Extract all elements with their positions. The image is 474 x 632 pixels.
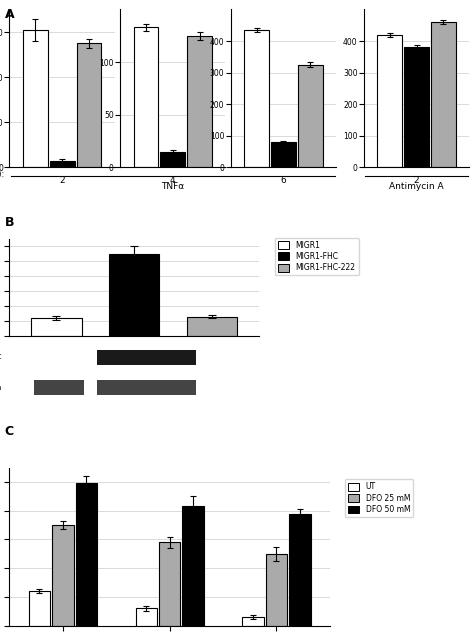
Bar [404,47,429,167]
Text: 2: 2 [414,176,419,185]
Bar [182,506,204,626]
Bar [187,317,237,336]
Text: 2: 2 [59,176,65,185]
Bar [431,22,456,167]
Legend: MIGR1, MIGR1-FHC, MIGR1-FHC-222: MIGR1, MIGR1-FHC, MIGR1-FHC-222 [275,238,359,275]
Bar [50,161,74,167]
Text: Antimycin A: Antimycin A [389,182,444,191]
Bar [23,30,48,167]
Bar [52,525,73,626]
FancyBboxPatch shape [97,380,146,395]
Bar [109,253,159,336]
Bar [187,36,212,167]
Bar [136,609,157,626]
Bar [242,617,264,626]
Text: A: A [5,8,14,21]
FancyBboxPatch shape [97,350,146,365]
Legend: UT, DFO 25 mM, DFO 50 mM: UT, DFO 25 mM, DFO 50 mM [345,480,413,517]
Bar [29,591,50,626]
Text: TNFα: TNFα [161,182,184,191]
Bar [160,152,185,167]
Bar [289,514,310,626]
Text: 4: 4 [170,176,175,185]
Bar [134,27,158,167]
Text: C: C [5,425,14,438]
Bar [76,483,97,626]
Bar [76,44,101,167]
Bar [271,142,296,167]
Bar [298,64,323,167]
FancyBboxPatch shape [35,380,84,395]
Text: β-Actin: β-Actin [0,385,2,391]
FancyBboxPatch shape [146,350,196,365]
Bar [31,318,82,336]
Bar [159,542,181,626]
Text: B: B [5,216,14,229]
Text: FLAG-FHC: FLAG-FHC [0,355,2,360]
Text: 6: 6 [281,176,286,185]
Text: Time (hr):: Time (hr): [0,170,5,179]
FancyBboxPatch shape [146,380,196,395]
Bar [266,554,287,626]
Bar [377,35,402,167]
Bar [244,30,269,167]
